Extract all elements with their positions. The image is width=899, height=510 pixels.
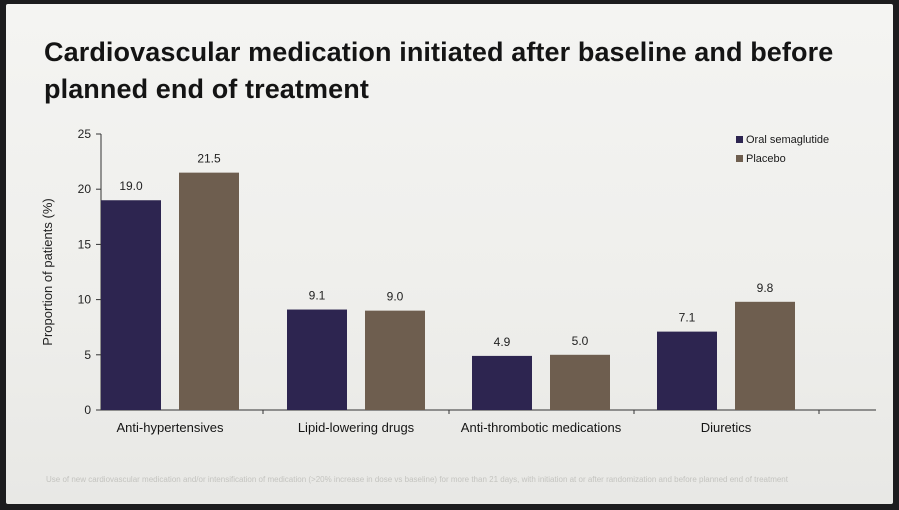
legend-label: Oral semaglutide <box>746 134 829 146</box>
legend-swatch <box>736 155 743 162</box>
footnote: Use of new cardiovascular medication and… <box>46 475 788 484</box>
y-tick-label: 5 <box>84 348 91 362</box>
bar-value-label: 5.0 <box>572 334 589 348</box>
x-tick-label: Diuretics <box>701 420 752 435</box>
bar <box>550 354 610 410</box>
y-tick-label: 25 <box>78 127 92 141</box>
bar-value-label: 19.0 <box>119 179 143 193</box>
bar <box>472 355 532 410</box>
bar-value-label: 9.1 <box>309 289 326 303</box>
bar-value-label: 4.9 <box>494 335 511 349</box>
bar <box>657 331 717 410</box>
bar <box>287 309 347 410</box>
chart-title: Cardiovascular medication initiated afte… <box>44 37 834 104</box>
legend-swatch <box>736 136 743 143</box>
legend-label: Placebo <box>746 153 786 165</box>
slide: Cardiovascular medication initiated afte… <box>6 4 893 504</box>
x-tick-label: Lipid-lowering drugs <box>298 420 415 435</box>
y-tick-label: 0 <box>84 403 91 417</box>
bar <box>101 200 161 410</box>
y-tick-label: 20 <box>78 182 92 196</box>
bar <box>735 301 795 410</box>
bar <box>365 310 425 410</box>
bar-value-label: 7.1 <box>679 311 696 325</box>
x-tick-label: Anti-hypertensives <box>117 420 224 435</box>
x-tick-label: Anti-thrombotic medications <box>461 420 622 435</box>
bar-value-label: 21.5 <box>197 152 221 166</box>
bar <box>179 172 239 410</box>
y-tick-label: 10 <box>78 293 92 307</box>
bar-chart: 0 5 10 15 20 25 Proportion of patients (%) 19.0… <box>40 127 876 435</box>
bar-value-label: 9.0 <box>387 290 404 304</box>
y-axis-title: Proportion of patients (%) <box>40 198 55 345</box>
y-tick-label: 15 <box>78 237 92 251</box>
bar-value-label: 9.8 <box>757 281 774 295</box>
